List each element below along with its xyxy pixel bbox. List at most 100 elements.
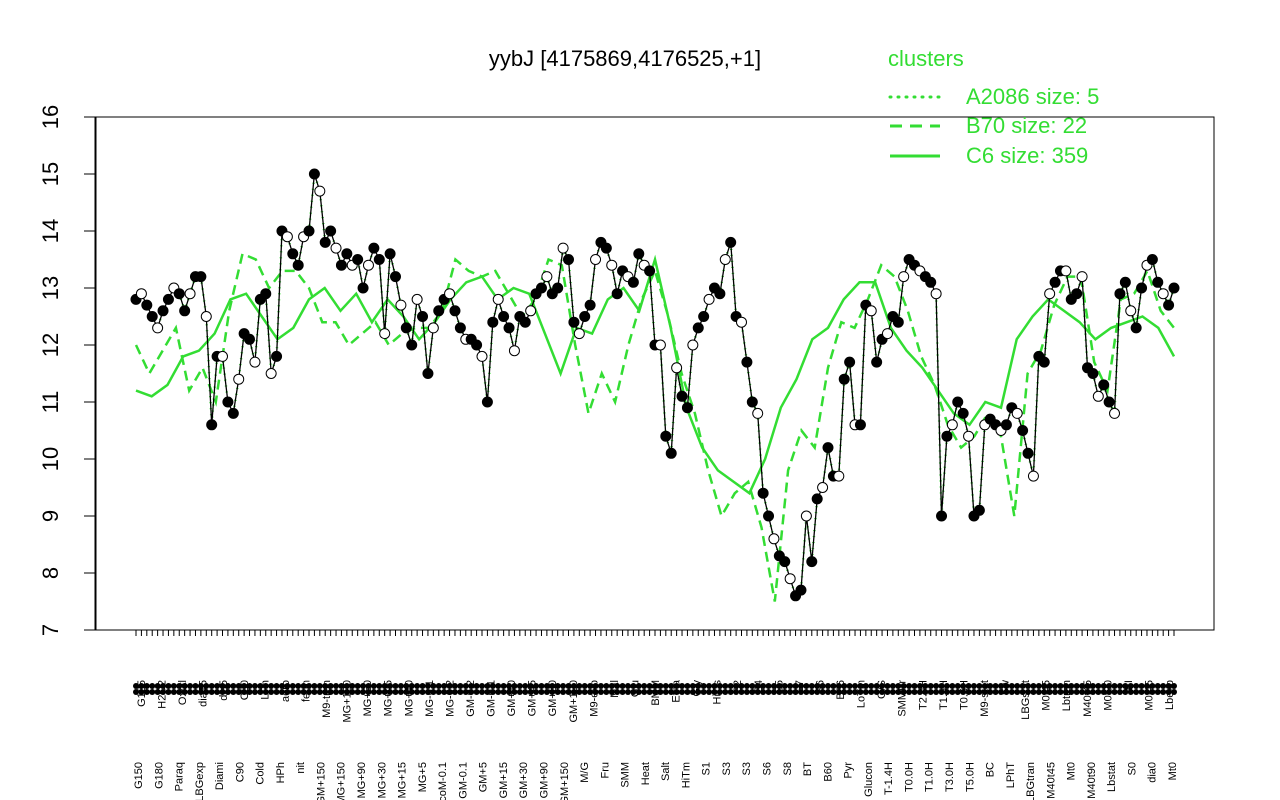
data-point — [865, 305, 877, 317]
x-marker — [641, 689, 648, 695]
x-marker — [187, 683, 194, 689]
x-marker — [138, 683, 145, 689]
x-tick-label-top: M9-stat — [979, 680, 991, 717]
x-marker — [419, 689, 426, 695]
x-tick-label-bottom: T5.0H — [964, 762, 976, 792]
x-marker — [397, 683, 404, 689]
data-point — [400, 322, 412, 334]
x-marker — [695, 689, 702, 695]
x-marker — [1084, 689, 1091, 695]
x-marker — [538, 689, 545, 695]
x-marker — [365, 689, 372, 695]
data-point — [476, 350, 488, 362]
x-marker — [181, 683, 188, 689]
x-marker — [1079, 683, 1086, 689]
x-marker — [424, 683, 431, 689]
data-point — [433, 305, 445, 317]
x-marker — [895, 683, 902, 689]
x-marker — [1003, 683, 1010, 689]
x-marker — [852, 689, 859, 695]
x-tick-label-top: GM+60 — [547, 680, 559, 716]
x-marker — [981, 689, 988, 695]
x-marker — [652, 689, 658, 695]
data-point — [725, 236, 737, 248]
data-point — [265, 368, 277, 379]
x-marker — [268, 683, 275, 689]
x-marker — [300, 683, 307, 689]
data-point — [146, 311, 158, 322]
x-marker — [679, 689, 686, 695]
data-point — [752, 407, 764, 419]
x-tick-label-bottom: Heat — [640, 762, 652, 785]
x-tick-label-bottom: Fru — [599, 762, 611, 779]
x-marker — [370, 683, 377, 689]
x-tick-label-bottom: LBGexp — [194, 762, 206, 800]
data-point — [281, 231, 293, 243]
data-point — [525, 305, 537, 317]
x-tick-label-bottom: M40t90 — [1086, 762, 1098, 799]
data-point — [1130, 322, 1142, 334]
x-marker — [841, 683, 848, 689]
x-marker — [1014, 683, 1021, 689]
x-marker — [657, 683, 664, 689]
data-point — [811, 493, 823, 505]
x-marker — [1052, 689, 1059, 695]
x-marker — [527, 689, 534, 695]
data-point — [357, 282, 369, 294]
y-tick-label: 8 — [38, 567, 63, 579]
x-marker — [662, 689, 669, 695]
data-point — [200, 311, 212, 322]
data-point — [892, 316, 904, 328]
data-point — [1071, 288, 1083, 300]
x-marker — [597, 683, 604, 689]
x-marker — [484, 683, 491, 689]
x-marker — [689, 689, 696, 695]
x-marker — [776, 689, 783, 695]
data-point — [157, 305, 169, 317]
x-marker — [938, 689, 945, 695]
data-point — [417, 311, 429, 322]
x-marker — [311, 689, 318, 695]
x-marker — [376, 689, 383, 695]
x-marker — [176, 683, 183, 689]
data-point — [206, 419, 218, 431]
data-point — [654, 339, 666, 351]
x-marker — [403, 683, 410, 689]
data-point — [444, 288, 456, 300]
x-marker — [1165, 683, 1172, 689]
x-marker — [214, 683, 221, 689]
x-marker — [495, 683, 502, 689]
x-marker — [803, 689, 810, 695]
x-marker — [684, 689, 691, 695]
x-marker — [306, 683, 312, 689]
x-marker — [868, 689, 875, 695]
x-marker — [1057, 683, 1064, 689]
x-marker — [441, 689, 448, 695]
x-tick-label-bottom: B60 — [822, 762, 834, 782]
x-marker — [149, 689, 156, 695]
x-marker — [1068, 689, 1075, 695]
x-marker — [230, 689, 237, 695]
x-marker — [349, 683, 356, 689]
x-marker — [662, 683, 669, 689]
x-marker — [543, 683, 550, 689]
x-marker — [522, 689, 529, 695]
x-marker — [435, 683, 442, 689]
x-marker — [884, 683, 891, 689]
x-tick-label-bottom: MG+150 — [336, 762, 348, 800]
x-marker — [706, 689, 713, 695]
data-point — [1044, 288, 1056, 300]
x-marker — [284, 689, 291, 695]
x-marker — [722, 683, 729, 689]
x-marker — [603, 683, 610, 689]
x-marker — [581, 683, 588, 689]
x-marker — [527, 683, 534, 689]
x-marker — [1025, 683, 1032, 689]
x-marker — [289, 689, 296, 695]
x-marker — [987, 689, 994, 695]
data-point — [898, 271, 910, 283]
x-marker — [192, 689, 199, 695]
x-marker — [316, 683, 323, 689]
x-tick-label-bottom: G180 — [153, 762, 165, 789]
data-point — [806, 556, 818, 568]
